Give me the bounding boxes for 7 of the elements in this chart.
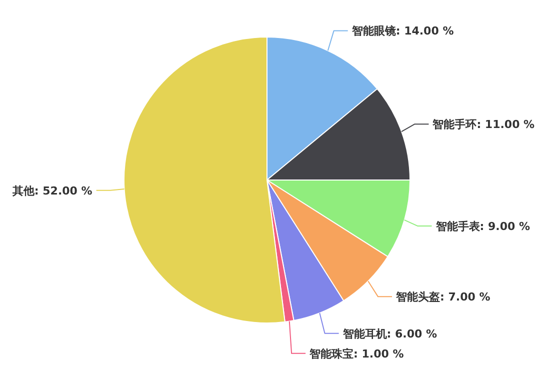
slice-label: 智能耳机: 6.00 % <box>342 327 438 340</box>
slice-label: 其他: 52.00 % <box>11 184 92 198</box>
slice-label: 智能眼镜: 14.00 % <box>350 24 454 38</box>
slice-label: 智能珠宝: 1.00 % <box>308 347 404 360</box>
slice-label: 智能手环: 11.00 % <box>432 118 535 132</box>
slice-label: 智能手表: 9.00 % <box>434 220 530 234</box>
slice-label: 智能头盔: 7.00 % <box>395 290 490 304</box>
